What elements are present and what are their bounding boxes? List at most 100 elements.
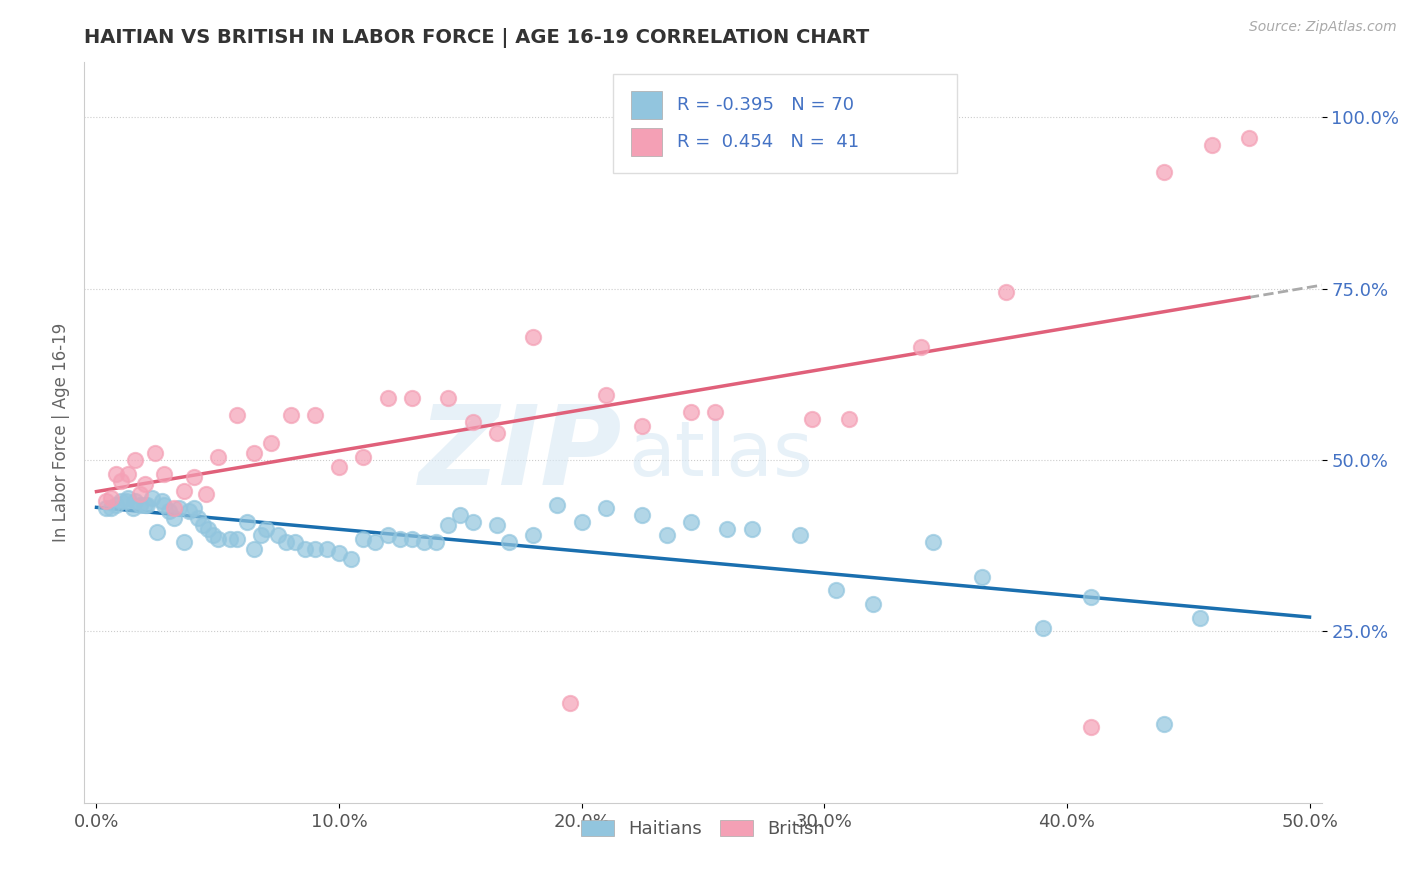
Point [316, 542, 339, 557]
Point [571, 515, 593, 529]
Point [825, 583, 848, 598]
Point [122, 501, 145, 516]
Text: R = -0.395   N = 70: R = -0.395 N = 70 [678, 96, 853, 114]
Point [100, 491, 122, 505]
Text: HAITIAN VS BRITISH IN LABOR FORCE | AGE 16-19 CORRELATION CHART: HAITIAN VS BRITISH IN LABOR FORCE | AGE … [84, 28, 869, 48]
Point [558, 697, 581, 711]
Point [243, 542, 266, 557]
Point [838, 412, 860, 426]
Point [1189, 610, 1212, 624]
Point [243, 446, 266, 460]
Point [461, 515, 484, 529]
Point [173, 483, 195, 498]
FancyBboxPatch shape [613, 73, 956, 173]
Point [413, 535, 436, 549]
Point [437, 518, 460, 533]
Point [124, 453, 146, 467]
Point [304, 542, 326, 557]
Point [267, 528, 290, 542]
Point [352, 532, 374, 546]
Point [117, 491, 139, 505]
Point [401, 392, 423, 406]
Point [388, 532, 411, 546]
Point [679, 405, 702, 419]
Point [461, 415, 484, 429]
Point [595, 501, 617, 516]
Point [193, 518, 215, 533]
Point [546, 498, 568, 512]
Point [631, 508, 654, 522]
Point [104, 467, 127, 481]
Point [207, 532, 229, 546]
Point [219, 532, 242, 546]
Point [801, 412, 824, 426]
Point [377, 392, 399, 406]
Point [100, 501, 122, 516]
Point [187, 511, 209, 525]
Point [226, 409, 249, 423]
Point [377, 528, 399, 542]
Point [970, 569, 993, 583]
Point [157, 504, 180, 518]
Point [167, 501, 190, 516]
Point [1201, 137, 1223, 152]
Point [236, 515, 259, 529]
Point [789, 528, 811, 542]
Point [352, 450, 374, 464]
Point [177, 504, 200, 518]
Point [207, 450, 229, 464]
Text: R =  0.454   N =  41: R = 0.454 N = 41 [678, 134, 859, 152]
Point [862, 597, 884, 611]
Point [679, 515, 702, 529]
Point [922, 535, 945, 549]
Bar [631, 91, 662, 120]
Point [1153, 717, 1175, 731]
Point [254, 522, 277, 536]
Point [124, 494, 146, 508]
Y-axis label: In Labor Force | Age 16-19: In Labor Force | Age 16-19 [52, 323, 70, 542]
Point [304, 409, 326, 423]
Point [631, 418, 654, 433]
Point [146, 524, 169, 539]
Point [197, 522, 219, 536]
Point [226, 532, 249, 546]
Point [655, 528, 678, 542]
Point [134, 477, 156, 491]
Point [1237, 131, 1260, 145]
Point [364, 535, 387, 549]
Point [104, 498, 127, 512]
Point [340, 552, 363, 566]
Point [401, 532, 423, 546]
Point [150, 494, 173, 508]
Point [201, 528, 224, 542]
Point [110, 474, 132, 488]
Point [274, 535, 297, 549]
Point [173, 535, 195, 549]
Point [129, 498, 152, 512]
Point [294, 542, 316, 557]
Point [280, 409, 302, 423]
Point [284, 535, 307, 549]
Point [183, 501, 205, 516]
Point [129, 487, 152, 501]
Text: Source: ZipAtlas.com: Source: ZipAtlas.com [1249, 20, 1396, 34]
Point [328, 459, 350, 474]
Point [96, 494, 118, 508]
Point [110, 494, 132, 508]
Point [260, 436, 283, 450]
Point [522, 329, 544, 343]
Point [716, 522, 738, 536]
Point [595, 388, 617, 402]
Point [134, 498, 156, 512]
Point [995, 285, 1018, 299]
Point [136, 498, 159, 512]
Point [741, 522, 763, 536]
Point [163, 501, 186, 516]
Point [153, 467, 176, 481]
Point [143, 446, 166, 460]
Point [117, 467, 139, 481]
Point [425, 535, 447, 549]
Point [183, 470, 205, 484]
Point [1080, 590, 1102, 604]
Text: atlas: atlas [628, 417, 814, 491]
